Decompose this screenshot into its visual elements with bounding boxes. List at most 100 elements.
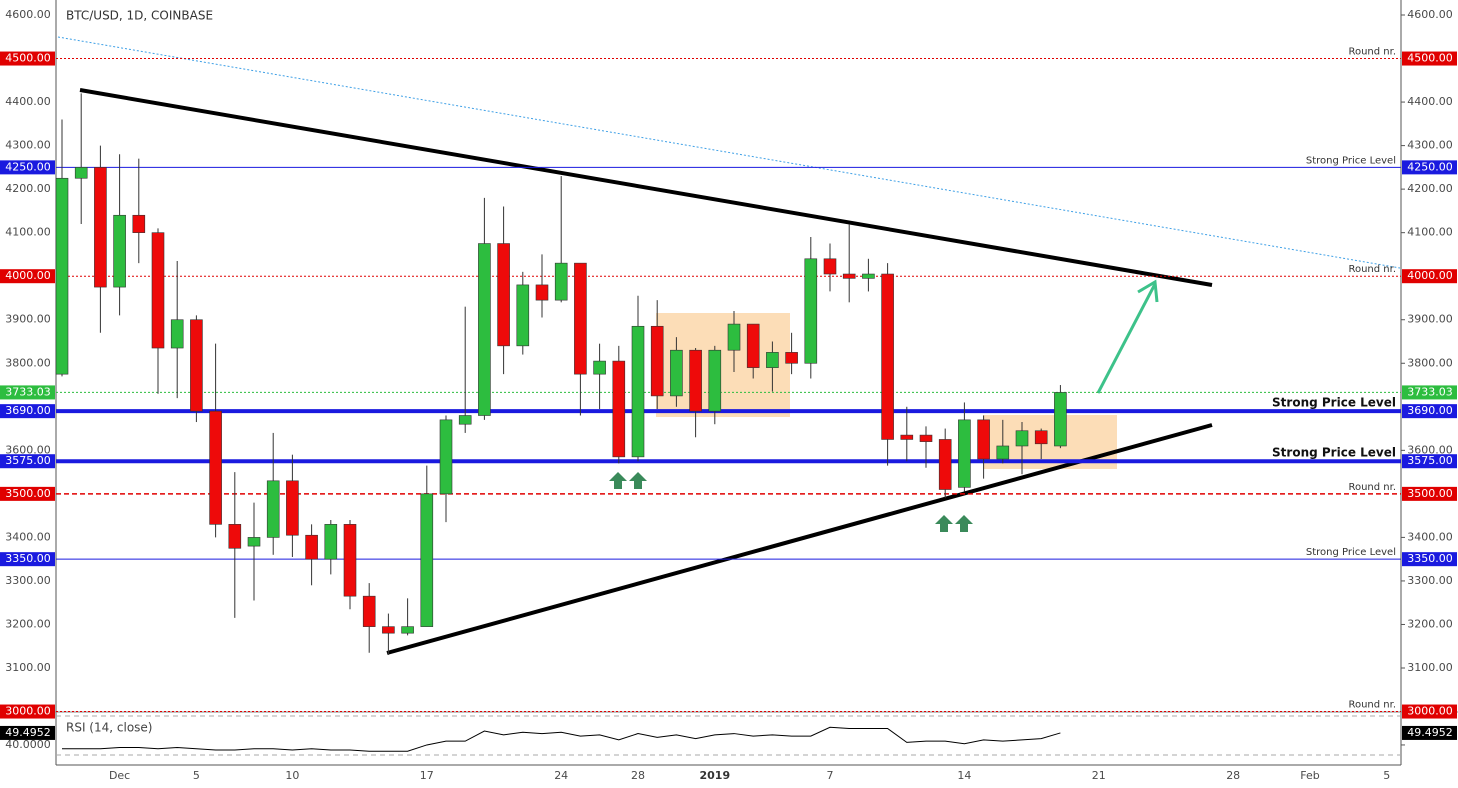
y-tick-label: 4400.00 xyxy=(1407,95,1453,108)
candle-body xyxy=(938,439,952,490)
x-tick-label: 17 xyxy=(420,769,434,782)
y-tick-label: 4200.00 xyxy=(1407,182,1453,195)
rsi-tick-label: 40.0000 xyxy=(5,738,51,751)
candle-body xyxy=(94,167,107,288)
price-level-box xyxy=(0,385,55,400)
rsi-title: RSI (14, close) xyxy=(66,721,152,735)
price-level-note: Strong Price Level xyxy=(1306,547,1396,558)
rsi-value-label: 49.4952 xyxy=(5,726,51,739)
price-level-label: 3350.00 xyxy=(5,552,51,565)
price-level-label: 3690.00 xyxy=(5,404,51,417)
price-level-note: Round nr. xyxy=(1348,264,1396,275)
candle-body xyxy=(55,177,69,375)
price-level-label: 3500.00 xyxy=(1407,487,1453,500)
candle-body xyxy=(766,352,779,368)
price-level-box xyxy=(0,269,55,284)
price-level-note: Strong Price Level xyxy=(1272,446,1396,460)
price-level-label: 3690.00 xyxy=(1407,404,1453,417)
candle-body xyxy=(420,493,434,627)
chart-title: BTC/USD, 1D, COINBASE xyxy=(66,9,213,23)
price-level-box xyxy=(0,404,55,419)
price-level-box xyxy=(1402,552,1457,567)
candle-body xyxy=(247,537,261,547)
candle-body xyxy=(228,524,242,549)
price-level-box xyxy=(1402,385,1457,400)
rsi-line xyxy=(62,726,1061,752)
price-level-label: 3733.03 xyxy=(5,385,51,398)
y-tick-label: 3200.00 xyxy=(1407,617,1453,630)
candle-body xyxy=(458,415,472,425)
resistance-trend-line xyxy=(79,88,1213,287)
price-level-note: Strong Price Level xyxy=(1272,396,1396,410)
y-tick-label: 4200.00 xyxy=(5,182,51,195)
candle-body xyxy=(516,284,530,347)
candle-body xyxy=(881,273,894,440)
y-tick-label: 3400.00 xyxy=(1407,530,1453,543)
candle-body xyxy=(823,258,837,275)
candle-body xyxy=(1015,430,1029,447)
candle-body xyxy=(689,349,702,412)
candle-body xyxy=(593,360,606,375)
y-tick-label: 4300.00 xyxy=(1407,139,1453,152)
y-tick-label: 3600.00 xyxy=(5,443,51,456)
candle-body xyxy=(439,419,453,495)
candle-body xyxy=(305,534,318,560)
candle-body xyxy=(324,524,338,560)
x-tick-label: 5 xyxy=(193,769,200,782)
candle-body xyxy=(785,352,798,364)
price-level-box xyxy=(0,486,55,501)
price-level-label: 3575.00 xyxy=(1407,454,1453,467)
candle-body xyxy=(574,262,587,375)
candle-body xyxy=(650,325,664,397)
price-level-label: 4250.00 xyxy=(1407,160,1453,173)
x-tick-label: 28 xyxy=(631,769,645,782)
candle-body xyxy=(209,410,222,525)
price-level-label: 4500.00 xyxy=(1407,52,1453,65)
candle-body xyxy=(804,258,818,364)
price-level-box xyxy=(0,160,55,175)
candle-body xyxy=(343,524,357,597)
y-tick-label: 3300.00 xyxy=(5,574,51,587)
price-level-box xyxy=(0,51,55,66)
y-tick-label: 3900.00 xyxy=(5,313,51,326)
price-level-note: Round nr. xyxy=(1348,47,1396,58)
price-level-box xyxy=(1402,269,1457,284)
y-tick-label: 3100.00 xyxy=(5,661,51,674)
candle-body xyxy=(1054,392,1067,447)
price-level-label: 3733.03 xyxy=(1407,385,1453,398)
candle-body xyxy=(670,349,683,397)
y-tick-label: 4100.00 xyxy=(5,226,51,239)
price-level-label: 3500.00 xyxy=(5,487,51,500)
y-tick-label: 4300.00 xyxy=(5,139,51,152)
price-level-box xyxy=(1402,454,1457,469)
y-tick-label: 4100.00 xyxy=(1407,226,1453,239)
candle-body xyxy=(900,434,914,440)
price-level-label: 4500.00 xyxy=(5,52,51,65)
price-level-box xyxy=(1402,704,1457,719)
x-tick-label: 14 xyxy=(957,769,971,782)
rsi-value-label: 49.4952 xyxy=(1407,726,1453,739)
y-tick-label: 3600.00 xyxy=(1407,443,1453,456)
y-tick-label: 3300.00 xyxy=(1407,574,1453,587)
price-level-box xyxy=(1402,51,1457,66)
price-level-box xyxy=(1402,160,1457,175)
rsi-value-box xyxy=(0,725,55,740)
candle-body xyxy=(170,319,184,349)
price-level-label: 3350.00 xyxy=(1407,552,1453,565)
y-tick-label: 3100.00 xyxy=(1407,661,1453,674)
price-level-label: 3575.00 xyxy=(5,454,51,467)
x-tick-label: 2019 xyxy=(699,769,730,782)
candle-body xyxy=(1034,430,1048,445)
rsi-value-box xyxy=(1402,725,1457,740)
candle-body xyxy=(746,323,760,368)
y-tick-label: 3800.00 xyxy=(1407,356,1453,369)
price-level-label: 4250.00 xyxy=(5,160,51,173)
candle-body xyxy=(151,232,165,349)
price-level-box xyxy=(1402,486,1457,501)
x-tick-label: 24 xyxy=(554,769,568,782)
candle-body xyxy=(535,284,549,301)
candle-body xyxy=(132,214,146,233)
candle-body xyxy=(190,319,203,412)
x-tick-label: 7 xyxy=(827,769,834,782)
